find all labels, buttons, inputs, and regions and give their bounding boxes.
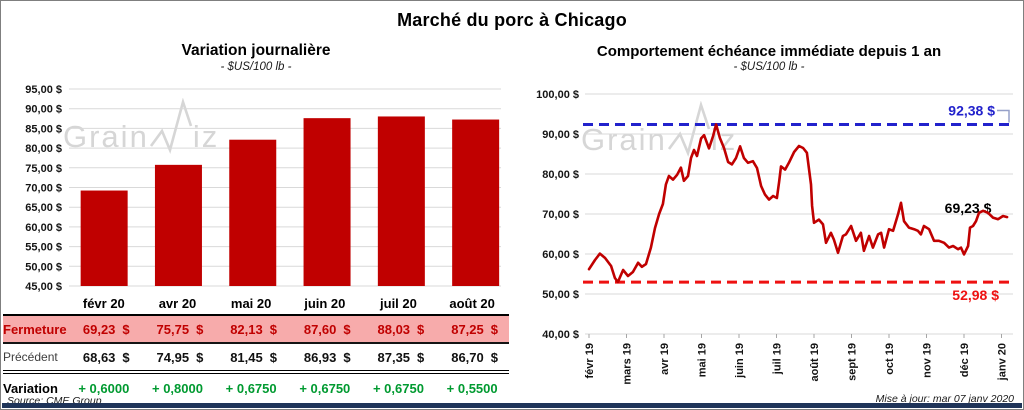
value-cell: 81,45 $ bbox=[214, 343, 288, 374]
value-cell: 69,23 $ bbox=[67, 315, 141, 344]
row-label-cell: Fermeture bbox=[3, 315, 67, 344]
x-axis-tick-label: nov 19 bbox=[922, 343, 934, 378]
x-axis-tick-label: janv 20 bbox=[997, 343, 1009, 381]
x-axis-tick-label: sept 19 bbox=[847, 343, 859, 381]
month-header-cell: févr 20 bbox=[67, 292, 141, 316]
y-axis-tick-label: 40,00 $ bbox=[542, 329, 579, 341]
x-axis-tick-label: oct 19 bbox=[884, 343, 896, 375]
price-table: févr 20 avr 20 mai 20 juin 20 juil 20 août 20… bbox=[3, 292, 509, 402]
month-header-cell: juil 20 bbox=[361, 292, 436, 316]
y-axis-tick-label: 65,00 $ bbox=[25, 202, 62, 214]
line-chart-title: Comportement échéance immédiate depuis 1… bbox=[596, 43, 942, 60]
bar bbox=[80, 190, 128, 286]
value-cell: + 0,6750 bbox=[372, 380, 424, 396]
month-header-cell: mai 20 bbox=[214, 292, 288, 316]
value-cell: + 0,6750 bbox=[225, 380, 277, 396]
y-axis-tick-label: 50,00 $ bbox=[542, 289, 579, 301]
value-cell: + 0,6000 bbox=[78, 380, 130, 396]
high-value-label: 92,38 $ bbox=[948, 102, 995, 118]
high-line-connector bbox=[997, 109, 1010, 123]
value-cell: 87,35 $ bbox=[361, 343, 436, 374]
x-axis-tick-label: avr 19 bbox=[659, 343, 671, 375]
y-axis-tick-label: 95,00 $ bbox=[25, 84, 62, 96]
y-axis-tick-label: 60,00 $ bbox=[542, 249, 579, 261]
month-header-cell: août 20 bbox=[435, 292, 509, 316]
month-header-cell: juin 20 bbox=[287, 292, 362, 316]
value-cell: + 0,5500 bbox=[446, 380, 498, 396]
x-axis-tick-label: juil 19 bbox=[772, 343, 784, 375]
bar bbox=[452, 119, 500, 286]
y-axis-tick-label: 80,00 $ bbox=[542, 169, 579, 181]
bottom-accent-bar bbox=[2, 403, 1022, 408]
line-chart: 100,00 $ 90,00 $ 80,00 $ 70,00 $ 60,00 $ 50,0… bbox=[536, 89, 1015, 385]
bar bbox=[303, 118, 351, 286]
x-axis-tick-label: déc 19 bbox=[959, 343, 971, 377]
value-cell: + 0,8000 bbox=[152, 380, 203, 396]
table-row-variation: Variation + 0,6000 + 0,8000 + 0,6750 + 0,675… bbox=[3, 372, 509, 402]
price-line bbox=[587, 123, 1009, 284]
x-axis-tick-label: mai 19 bbox=[697, 343, 709, 377]
y-axis-tick-label: 100,00 $ bbox=[536, 89, 579, 101]
value-cell: + 0,6750 bbox=[299, 380, 351, 396]
value-cell: 88,03 $ bbox=[361, 315, 436, 344]
bar bbox=[154, 164, 202, 286]
y-axis-tick-label: 55,00 $ bbox=[25, 242, 62, 254]
y-axis-tick-label: 85,00 $ bbox=[25, 123, 62, 135]
value-cell: 86,93 $ bbox=[287, 343, 362, 374]
page-title: Marché du porc à Chicago bbox=[397, 10, 627, 30]
bar-chart-title: Variation journalière bbox=[181, 42, 331, 59]
y-axis-tick-label: 50,00 $ bbox=[25, 261, 62, 273]
x-axis-tick-label: mars 19 bbox=[622, 343, 634, 385]
value-cell: 68,63 $ bbox=[67, 343, 141, 374]
y-axis-tick-label: 60,00 $ bbox=[25, 222, 62, 234]
x-axis-tick-label: juin 19 bbox=[734, 343, 746, 379]
value-cell: 87,25 $ bbox=[435, 315, 509, 344]
line-chart-subtitle: - $US/100 lb - bbox=[733, 61, 805, 73]
value-cell: 87,60 $ bbox=[287, 315, 362, 344]
y-axis-tick-label: 75,00 $ bbox=[25, 163, 62, 175]
value-cell: 82,13 $ bbox=[214, 315, 288, 344]
value-cell: 75,75 $ bbox=[140, 315, 215, 344]
bar bbox=[229, 139, 277, 286]
x-axis-tick-label: août 19 bbox=[809, 343, 821, 382]
bar-chart: 95,00 $ 90,00 $ 85,00 $ 80,00 $ 75,00 $ 70,00… bbox=[25, 84, 501, 293]
y-axis-tick-label: 90,00 $ bbox=[542, 129, 579, 141]
table-header-row: févr 20 avr 20 mai 20 juin 20 juil 20 août 20 bbox=[3, 292, 509, 316]
bar bbox=[377, 116, 425, 287]
row-label-cell: Variation bbox=[3, 380, 58, 396]
value-cell: 74,95 $ bbox=[140, 343, 215, 374]
corner-cell bbox=[3, 292, 67, 316]
bar-chart-subtitle: - $US/100 lb - bbox=[220, 61, 292, 73]
table-row-fermeture: Fermeture 69,23 $75,75 $82,13 $87,60 $88,03 $8… bbox=[3, 315, 509, 344]
x-axis-tick-label: févr 19 bbox=[584, 343, 596, 378]
y-axis-tick-label: 45,00 $ bbox=[25, 281, 62, 293]
y-axis-tick-label: 90,00 $ bbox=[25, 104, 62, 116]
y-axis-tick-label: 70,00 $ bbox=[542, 209, 579, 221]
y-axis-tick-label: 80,00 $ bbox=[25, 143, 62, 155]
row-label-cell: Précédent bbox=[3, 343, 67, 374]
y-axis-tick-label: 70,00 $ bbox=[25, 183, 62, 195]
last-value-label: 69,23 $ bbox=[945, 200, 992, 216]
month-header-cell: avr 20 bbox=[140, 292, 215, 316]
table-row-precedent: Précédent 68,63 $74,95 $81,45 $86,93 $87,35 $8… bbox=[3, 343, 509, 374]
value-cell: 86,70 $ bbox=[435, 343, 509, 374]
low-value-label: 52,98 $ bbox=[952, 287, 999, 303]
updated-note: Mise à jour: mar 07 janv 2020 bbox=[875, 393, 1014, 405]
